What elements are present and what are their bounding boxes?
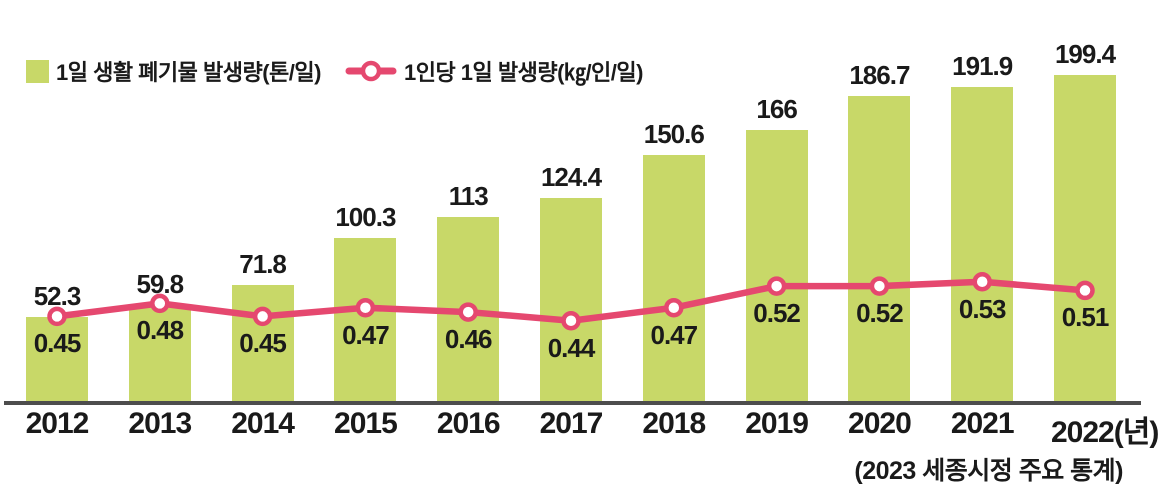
bar-value-label: 150.6	[643, 118, 705, 149]
x-tick-label: 2015	[334, 407, 398, 440]
x-tick-label: 2020	[848, 407, 912, 440]
bar-2017	[540, 198, 602, 403]
line-value-label: 0.48	[136, 315, 184, 346]
bar-value-label: 100.3	[335, 201, 396, 232]
bar-value-label: 199.4	[1054, 38, 1116, 69]
bar-2020	[848, 95, 911, 403]
x-axis-line	[4, 401, 1141, 405]
x-tick-label: 2019	[745, 407, 809, 440]
bar-value-label: 166	[756, 93, 797, 124]
x-tick-label: 2021	[950, 407, 1015, 440]
bar-value-label: 191.9	[952, 50, 1013, 81]
bar-2022	[1054, 74, 1116, 403]
bar-value-label: 71.8	[239, 248, 287, 279]
line-marker-icon	[345, 60, 397, 82]
line-value-label: 0.45	[239, 328, 287, 359]
line-value-label: 0.46	[444, 324, 493, 355]
line-value-label: 0.47	[342, 319, 390, 350]
line-value-label: 0.47	[650, 319, 698, 350]
line-value-label: 0.53	[958, 293, 1007, 324]
line-value-label: 0.52	[856, 298, 904, 329]
x-tick-label: 2016	[436, 407, 501, 440]
source-note: (2023 세종시정 주요 통계)	[854, 457, 1123, 485]
bar-2016	[437, 216, 500, 403]
line-value-label: 0.44	[547, 332, 596, 363]
x-tick-label: 2013	[128, 407, 192, 440]
x-tick-label: 2022(년)	[1051, 416, 1159, 449]
bar-2019	[745, 129, 808, 403]
bar-2012	[26, 316, 88, 403]
line-value-label: 0.52	[753, 298, 801, 329]
bar-value-label: 59.8	[136, 268, 184, 299]
x-tick-label: 2018	[642, 407, 706, 440]
bar-value-label: 113	[448, 180, 489, 211]
bar-2018	[642, 154, 705, 403]
bar-swatch-icon	[26, 59, 49, 83]
bar-2021	[951, 86, 1014, 403]
x-tick-label: 2014	[231, 407, 295, 440]
bar-value-label: 186.7	[849, 59, 910, 90]
legend-item-line: 1인당 1일 발생량(㎏/인/일)	[345, 55, 643, 87]
line-value-label: 0.51	[1061, 302, 1110, 333]
bar-value-label: 124.4	[540, 162, 602, 193]
legend: 1일 생활 폐기물 발생량(톤/일) 1인당 1일 발생량(㎏/인/일)	[26, 55, 643, 87]
line-value-label: 0.45	[33, 328, 82, 359]
x-tick-label: 2017	[539, 407, 604, 440]
x-tick-label: 2012	[25, 407, 90, 440]
legend-bar-label: 1일 생활 폐기물 발생량(톤/일)	[56, 60, 321, 85]
legend-line-label: 1인당 1일 발생량(㎏/인/일)	[403, 60, 644, 85]
legend-item-bar: 1일 생활 폐기물 발생량(톤/일)	[26, 55, 321, 87]
bar-value-label: 52.3	[33, 280, 82, 311]
